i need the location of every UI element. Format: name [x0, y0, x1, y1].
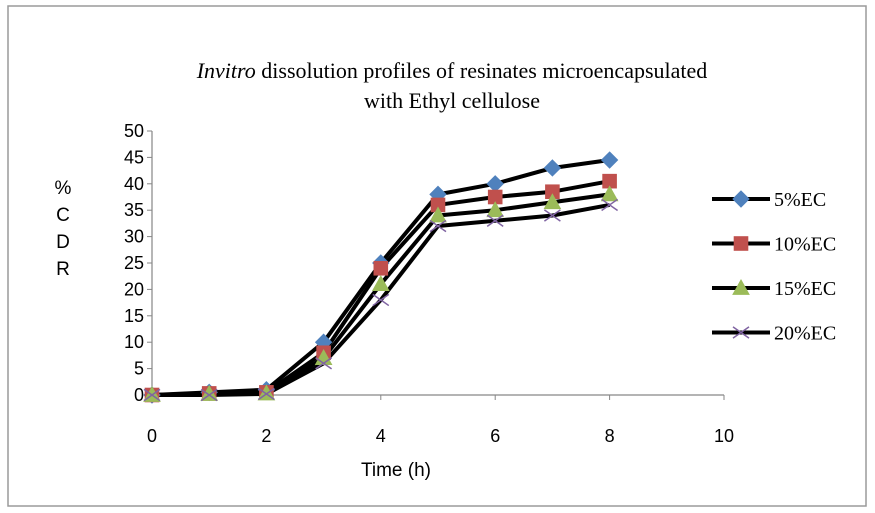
y-tick-label: 5 — [134, 359, 144, 379]
data-point-5pctec — [600, 151, 619, 169]
x-tick-label: 0 — [147, 426, 157, 446]
data-point-20pctec — [543, 209, 561, 222]
y-tick-labels: 0 5 10 15 20 25 30 35 40 45 50 — [124, 121, 144, 405]
legend-label-20pctec: 20%EC — [774, 323, 836, 345]
data-point-20pctec — [486, 214, 504, 227]
y-tick-label: 35 — [124, 200, 144, 220]
y-axis-label-char: % — [55, 178, 72, 199]
data-point-15pctec — [543, 193, 562, 210]
legend-marker-15pctec — [732, 278, 750, 295]
legend-label-5pctec: 5%EC — [774, 189, 826, 211]
y-axis-label-char: R — [56, 259, 70, 280]
data-point-15pctec — [429, 206, 447, 223]
legend-label-10pctec: 10%EC — [774, 234, 836, 256]
y-axis-label-char: C — [56, 205, 70, 226]
chart-title-italic: Invitro — [196, 58, 256, 83]
y-tick-label: 20 — [124, 279, 144, 299]
data-point-15pctec — [486, 201, 505, 218]
chart-border — [7, 5, 867, 507]
y-tick-label: 40 — [124, 174, 144, 194]
x-tick-label: 4 — [376, 426, 386, 446]
y-axis-label: % CDR — [55, 178, 72, 280]
data-point-20pctec — [315, 357, 333, 370]
data-point-20pctec — [257, 387, 275, 401]
y-tick-label: 25 — [124, 253, 144, 273]
data-point-15pctec — [371, 275, 390, 292]
legend-marker-10pctec — [733, 236, 749, 251]
x-axis-label: Time (h) — [361, 460, 431, 481]
legend-label-15pctec: 15%EC — [774, 278, 836, 300]
data-point-20pctec — [601, 198, 619, 212]
data-point-20pctec — [429, 219, 447, 233]
legend-marker-5pctec — [732, 190, 750, 208]
y-tick-label: 45 — [124, 147, 144, 167]
chart-title-rest: dissolution profiles of resinates microe… — [256, 58, 708, 83]
x-tick-label: 2 — [261, 426, 271, 446]
x-tick-labels: 0 2 4 6 8 10 — [147, 426, 734, 446]
chart-title-line2: with Ethyl cellulose — [364, 88, 540, 113]
y-tick-label: 0 — [134, 385, 144, 405]
data-point-20pctec — [143, 388, 161, 402]
x-tick-label: 10 — [714, 426, 734, 446]
data-point-15pctec — [200, 384, 219, 401]
chart-title-line1: Invitro dissolution profiles of resinate… — [196, 58, 708, 83]
y-tick-label: 50 — [124, 121, 144, 141]
legend: 5%EC 10%EC 15%EC 20%EC — [712, 189, 836, 345]
series-markers — [143, 151, 619, 404]
y-tick-label: 15 — [124, 306, 144, 326]
legend-marker-20pctec — [732, 326, 750, 339]
y-axis-label-char: D — [56, 232, 70, 253]
data-point-15pctec — [600, 185, 619, 202]
data-point-20pctec — [200, 388, 218, 402]
y-tick-label: 10 — [124, 332, 144, 352]
data-point-10pctec — [373, 260, 389, 276]
x-tick-label: 6 — [490, 426, 500, 446]
data-point-5pctec — [543, 159, 562, 177]
data-point-20pctec — [372, 293, 390, 307]
x-tick-label: 8 — [605, 426, 615, 446]
y-tick-label: 30 — [124, 227, 144, 247]
